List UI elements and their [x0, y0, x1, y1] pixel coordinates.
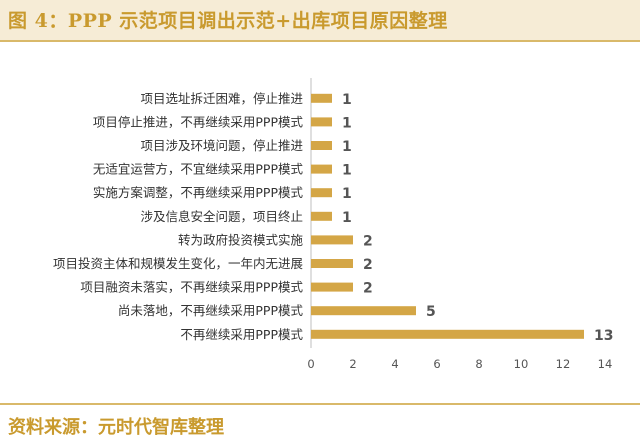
data-label: 1 — [342, 92, 352, 108]
bar — [311, 235, 353, 245]
x-tick-label: 10 — [514, 357, 529, 371]
chart-title: 图 4：PPP 示范项目调出示范+出库项目原因整理 — [8, 10, 448, 32]
data-label: 2 — [363, 233, 373, 249]
x-tick-label: 0 — [307, 357, 314, 371]
bar — [311, 211, 332, 221]
category-label: 不再继续采用PPP模式 — [180, 327, 303, 342]
data-label: 13 — [594, 328, 613, 344]
bar — [311, 188, 332, 198]
data-label: 1 — [342, 115, 352, 131]
bar-chart: 项目选址拆迁困难，停止推进 1 项目停止推进，不再继续采用PPP模式 1 项目涉及环境问… — [53, 78, 613, 371]
bar — [311, 282, 353, 292]
bar — [311, 117, 332, 127]
bar — [311, 259, 353, 268]
x-tick-label: 4 — [391, 357, 398, 371]
data-label: 1 — [342, 210, 352, 226]
bar — [311, 141, 332, 150]
category-label: 尚未落地，不再继续采用PPP模式 — [118, 303, 304, 318]
x-tick-label: 2 — [349, 357, 356, 371]
category-label: 项目涉及环境问题，停止推进 — [140, 138, 303, 153]
x-tick-label: 6 — [433, 357, 440, 371]
category-label: 项目停止推进，不再继续采用PPP模式 — [93, 114, 304, 129]
x-tick-label: 14 — [598, 357, 613, 371]
bar — [311, 306, 416, 316]
x-tick-label: 8 — [475, 357, 482, 371]
data-label: 1 — [342, 139, 352, 155]
bar — [311, 329, 584, 339]
category-label: 项目选址拆迁困难，停止推进 — [140, 91, 303, 106]
category-label: 实施方案调整，不再继续采用PPP模式 — [93, 185, 304, 200]
source-bar: 资料来源：元时代智库整理 — [0, 403, 640, 446]
data-label: 5 — [426, 304, 436, 320]
data-label: 2 — [363, 281, 373, 297]
source-note: 资料来源：元时代智库整理 — [8, 417, 224, 438]
chart-area: 项目选址拆迁困难，停止推进 1 项目停止推进，不再继续采用PPP模式 1 项目涉及环境问… — [0, 42, 640, 398]
data-label: 2 — [363, 257, 373, 273]
bar — [311, 93, 332, 103]
category-label: 涉及信息安全问题，项目终止 — [140, 209, 303, 224]
bar — [311, 164, 332, 174]
data-label: 1 — [342, 163, 352, 179]
category-label: 项目融资未落实，不再继续采用PPP模式 — [80, 280, 303, 295]
category-label: 项目投资主体和规模发生变化，一年内无进展 — [53, 256, 303, 271]
x-tick-label: 12 — [556, 357, 571, 371]
data-label: 1 — [342, 186, 352, 202]
category-label: 无适宜运营方，不宜继续采用PPP模式 — [93, 162, 304, 177]
category-label: 转为政府投资模式实施 — [178, 232, 304, 247]
title-bar: 图 4：PPP 示范项目调出示范+出库项目原因整理 — [0, 0, 640, 42]
